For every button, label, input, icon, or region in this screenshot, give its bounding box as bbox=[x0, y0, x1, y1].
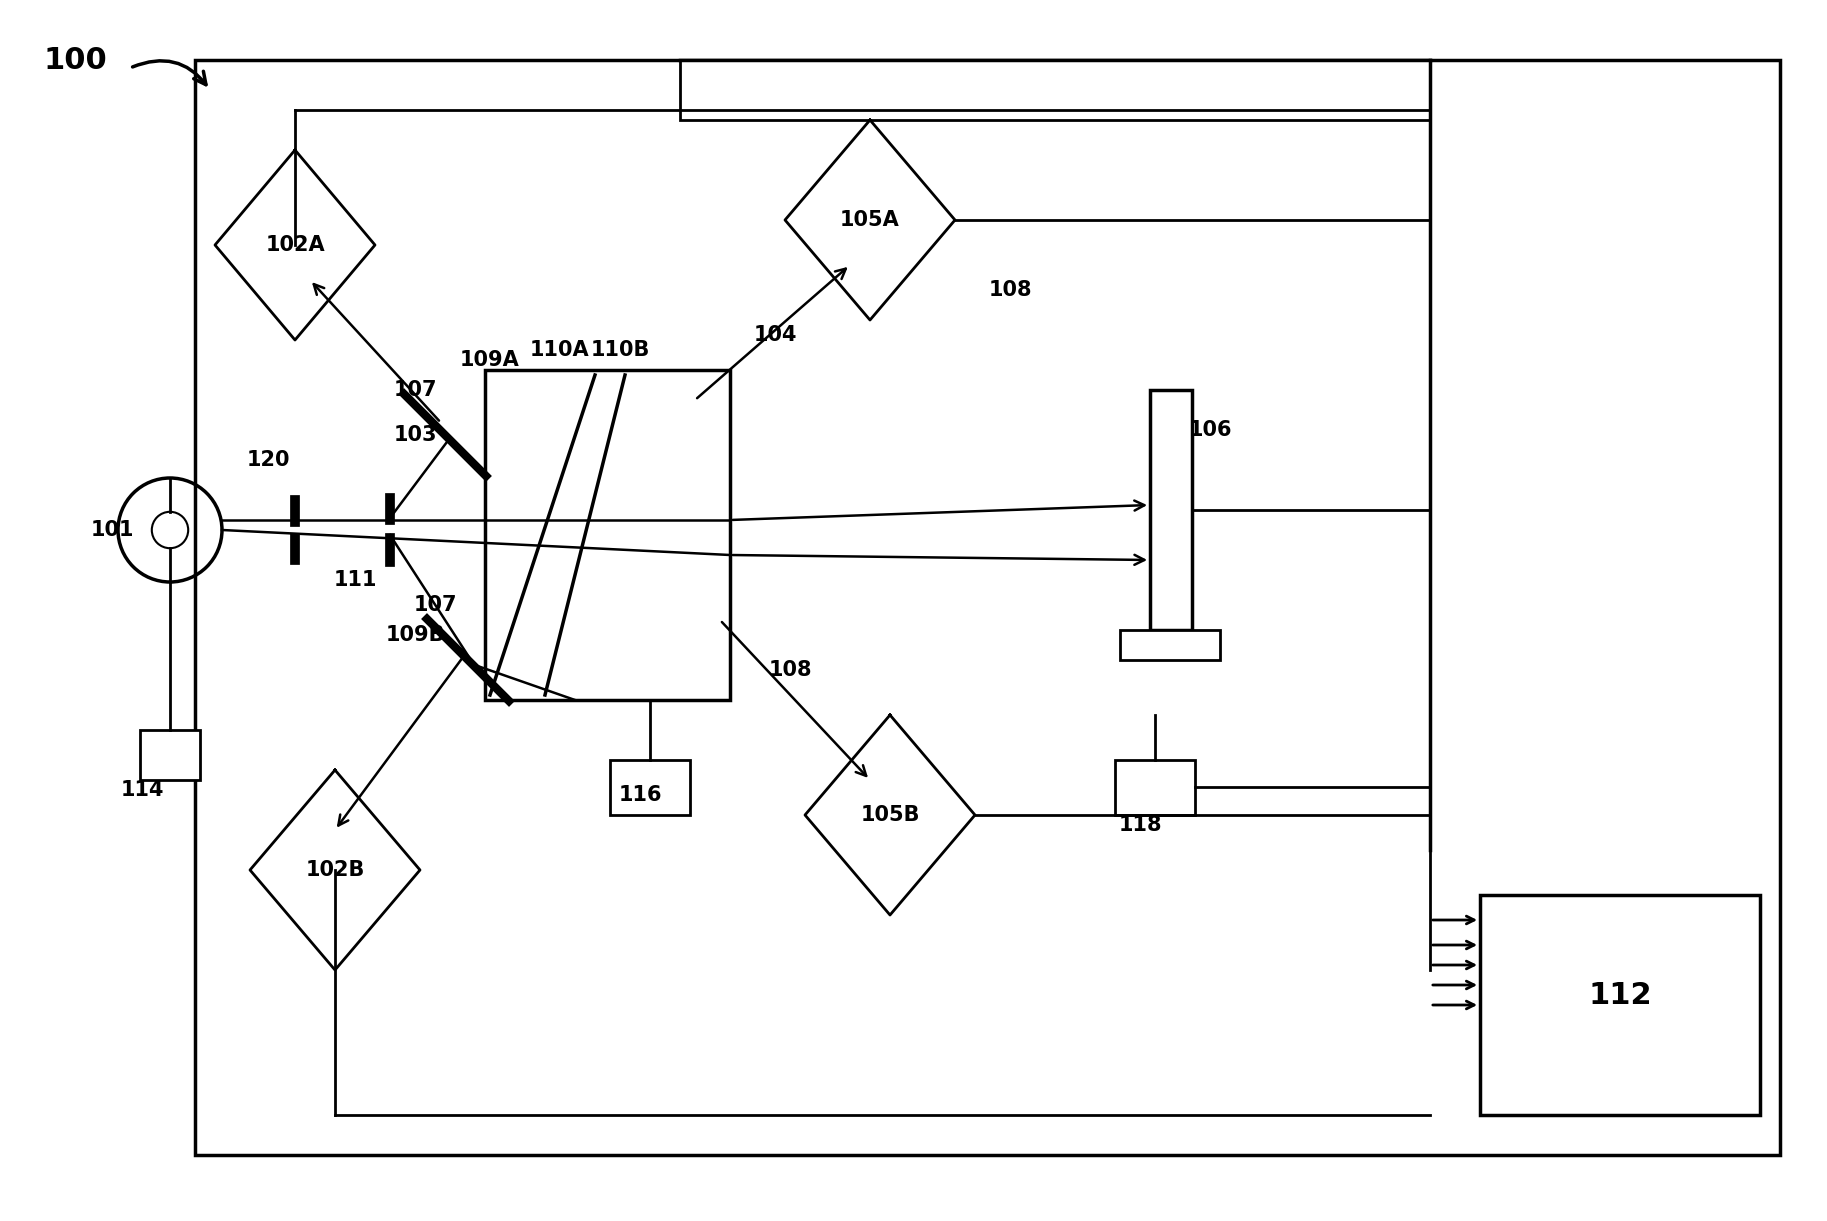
Text: 103: 103 bbox=[393, 425, 437, 444]
Text: 112: 112 bbox=[1588, 980, 1652, 1010]
Bar bbox=[610, 759, 691, 814]
Bar bbox=[195, 60, 1779, 1155]
Text: 110B: 110B bbox=[590, 339, 650, 360]
Text: 104: 104 bbox=[753, 325, 797, 346]
Bar bbox=[484, 370, 731, 700]
Bar bbox=[680, 60, 1431, 120]
Text: 109B: 109B bbox=[385, 625, 444, 645]
Text: 111: 111 bbox=[333, 570, 376, 590]
Text: 102B: 102B bbox=[305, 860, 365, 880]
Text: 106: 106 bbox=[1188, 420, 1231, 440]
Text: 108: 108 bbox=[767, 661, 811, 680]
Text: 107: 107 bbox=[413, 595, 457, 615]
Bar bbox=[1480, 895, 1759, 1115]
Text: 101: 101 bbox=[90, 520, 133, 540]
Text: 105A: 105A bbox=[840, 210, 901, 230]
Text: 105B: 105B bbox=[861, 805, 919, 825]
Text: 109A: 109A bbox=[460, 350, 521, 370]
Text: 118: 118 bbox=[1118, 814, 1162, 835]
Text: 120: 120 bbox=[247, 451, 290, 470]
Text: 100: 100 bbox=[44, 45, 106, 74]
Text: 108: 108 bbox=[988, 280, 1032, 300]
Text: 114: 114 bbox=[121, 780, 164, 800]
Text: 107: 107 bbox=[393, 380, 437, 400]
Text: 116: 116 bbox=[618, 785, 661, 805]
Text: 110A: 110A bbox=[530, 339, 590, 360]
Bar bbox=[1149, 389, 1191, 630]
Text: 102A: 102A bbox=[265, 234, 325, 255]
Bar bbox=[1120, 630, 1220, 661]
Bar bbox=[141, 730, 199, 780]
Bar bbox=[1114, 759, 1195, 814]
